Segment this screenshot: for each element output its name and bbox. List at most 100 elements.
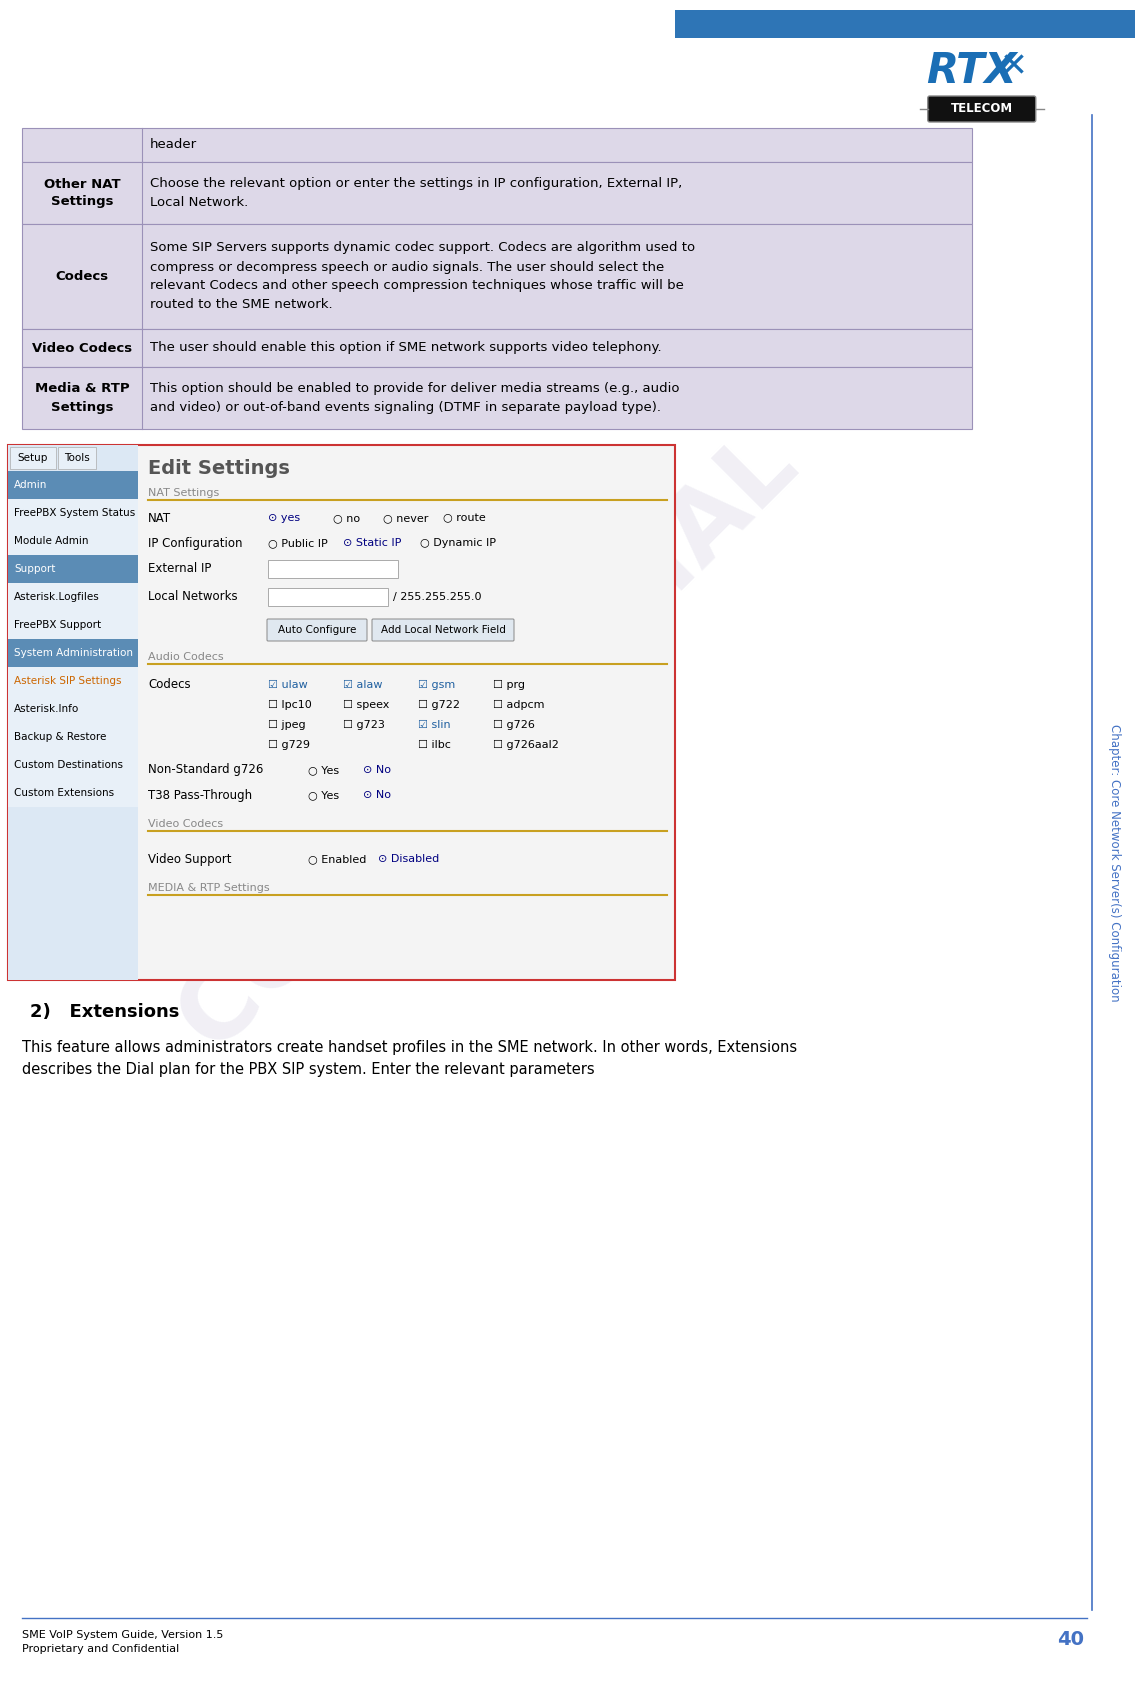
Text: Asterisk.Info: Asterisk.Info: [14, 704, 79, 714]
Text: External IP: External IP: [148, 561, 211, 574]
Bar: [22, 162, 972, 224]
Text: header: header: [150, 138, 197, 152]
Text: ☑ ulaw: ☑ ulaw: [268, 680, 308, 690]
Text: SME VoIP System Guide, Version 1.5
Proprietary and Confidential: SME VoIP System Guide, Version 1.5 Propr…: [22, 1630, 224, 1654]
Text: Add Local Network Field: Add Local Network Field: [380, 625, 505, 635]
FancyBboxPatch shape: [10, 446, 56, 470]
Text: Some SIP Servers supports dynamic codec support. Codecs are algorithm used to
co: Some SIP Servers supports dynamic codec …: [150, 241, 695, 312]
Text: Support: Support: [14, 564, 56, 574]
Text: This feature allows administrators create handset profiles in the SME network. I: This feature allows administrators creat…: [22, 1041, 797, 1078]
Text: This option should be enabled to provide for deliver media streams (e.g., audio
: This option should be enabled to provide…: [150, 382, 680, 414]
Text: ○ never: ○ never: [382, 514, 428, 524]
Text: 2)   Extensions: 2) Extensions: [30, 1004, 179, 1021]
Text: TELECOM: TELECOM: [951, 103, 1012, 116]
Text: ⊙ No: ⊙ No: [363, 790, 390, 800]
Text: Media & RTP
Settings: Media & RTP Settings: [35, 382, 129, 414]
Bar: [22, 328, 972, 367]
Text: T38 Pass-Through: T38 Pass-Through: [148, 788, 252, 802]
Text: Non-Standard g726: Non-Standard g726: [148, 763, 263, 776]
Text: NAT: NAT: [148, 512, 171, 524]
FancyBboxPatch shape: [372, 620, 514, 642]
Bar: [8, 695, 138, 722]
Text: Video Codecs: Video Codecs: [32, 342, 132, 355]
Text: Codecs: Codecs: [148, 679, 191, 692]
Text: Admin: Admin: [14, 480, 48, 490]
Bar: [8, 751, 138, 780]
Text: Setup: Setup: [18, 453, 48, 463]
Text: Codecs: Codecs: [56, 269, 109, 283]
Text: CONFIDENTIAL: CONFIDENTIAL: [161, 414, 815, 1068]
Bar: [8, 445, 675, 980]
Bar: [8, 498, 138, 527]
Bar: [8, 638, 138, 667]
Text: Asterisk SIP Settings: Asterisk SIP Settings: [14, 675, 121, 685]
Bar: [22, 367, 972, 429]
Text: ☑ slin: ☑ slin: [418, 721, 451, 729]
Bar: [8, 445, 138, 980]
Text: / 255.255.255.0: / 255.255.255.0: [393, 593, 481, 601]
Bar: [22, 224, 972, 328]
Text: ☐ g729: ☐ g729: [268, 739, 310, 749]
Text: Video Support: Video Support: [148, 852, 232, 866]
Text: Local Networks: Local Networks: [148, 589, 237, 603]
Text: ⊙ Static IP: ⊙ Static IP: [343, 537, 402, 547]
Text: ☑ gsm: ☑ gsm: [418, 680, 455, 690]
Bar: [22, 128, 972, 162]
Text: Auto Configure: Auto Configure: [278, 625, 356, 635]
Text: Audio Codecs: Audio Codecs: [148, 652, 224, 662]
Bar: [8, 611, 138, 638]
Text: ○ Public IP: ○ Public IP: [268, 537, 328, 547]
Text: ○ Yes: ○ Yes: [308, 765, 339, 775]
Text: FreePBX System Status: FreePBX System Status: [14, 509, 135, 519]
Text: MEDIA & RTP Settings: MEDIA & RTP Settings: [148, 882, 270, 893]
Bar: [675, 10, 1135, 39]
Text: ✕: ✕: [1000, 51, 1028, 83]
Text: System Administration: System Administration: [14, 648, 133, 658]
Text: ☐ g726: ☐ g726: [493, 721, 535, 729]
Text: Chapter: Core Network Server(s) Configuration: Chapter: Core Network Server(s) Configur…: [1108, 724, 1120, 1002]
Bar: [8, 527, 138, 556]
Text: ☐ adpcm: ☐ adpcm: [493, 701, 545, 711]
Text: IP Configuration: IP Configuration: [148, 537, 243, 549]
Text: ⊙ yes: ⊙ yes: [268, 514, 300, 524]
Text: ○ Enabled: ○ Enabled: [308, 854, 367, 864]
Text: Asterisk.Logfiles: Asterisk.Logfiles: [14, 593, 100, 601]
Bar: [8, 583, 138, 611]
Text: ☐ speex: ☐ speex: [343, 701, 389, 711]
Text: 40: 40: [1057, 1630, 1084, 1649]
Text: ⊙ Disabled: ⊙ Disabled: [378, 854, 439, 864]
Bar: [8, 780, 138, 807]
Text: Custom Extensions: Custom Extensions: [14, 788, 115, 798]
Text: ☐ g723: ☐ g723: [343, 721, 385, 729]
Text: Video Codecs: Video Codecs: [148, 818, 224, 829]
Text: FreePBX Support: FreePBX Support: [14, 620, 101, 630]
Text: ⊙ No: ⊙ No: [363, 765, 390, 775]
Text: Backup & Restore: Backup & Restore: [14, 733, 107, 743]
Text: RTX: RTX: [926, 51, 1017, 93]
Bar: [268, 588, 388, 606]
Text: ☐ g726aal2: ☐ g726aal2: [493, 739, 558, 749]
Text: Tools: Tools: [64, 453, 90, 463]
Text: ○ Dynamic IP: ○ Dynamic IP: [420, 537, 496, 547]
Bar: [8, 722, 138, 751]
Text: ☐ lpc10: ☐ lpc10: [268, 701, 312, 711]
FancyBboxPatch shape: [927, 96, 1036, 121]
Text: Choose the relevant option or enter the settings in IP configuration, External I: Choose the relevant option or enter the …: [150, 177, 682, 209]
Text: ○ route: ○ route: [443, 514, 486, 524]
Bar: [8, 667, 138, 695]
FancyBboxPatch shape: [58, 446, 96, 470]
Text: Edit Settings: Edit Settings: [148, 458, 289, 478]
Bar: [8, 556, 138, 583]
Bar: [268, 561, 398, 578]
Text: ☐ ilbc: ☐ ilbc: [418, 739, 451, 749]
Text: Custom Destinations: Custom Destinations: [14, 759, 123, 770]
Text: The user should enable this option if SME network supports video telephony.: The user should enable this option if SM…: [150, 342, 662, 355]
FancyBboxPatch shape: [267, 620, 367, 642]
Text: ○ Yes: ○ Yes: [308, 790, 339, 800]
Bar: [8, 472, 138, 498]
Text: ☑ alaw: ☑ alaw: [343, 680, 382, 690]
Text: Other NAT
Settings: Other NAT Settings: [43, 177, 120, 209]
Text: ○ no: ○ no: [333, 514, 360, 524]
Text: Module Admin: Module Admin: [14, 536, 89, 546]
Text: ☐ g722: ☐ g722: [418, 701, 460, 711]
